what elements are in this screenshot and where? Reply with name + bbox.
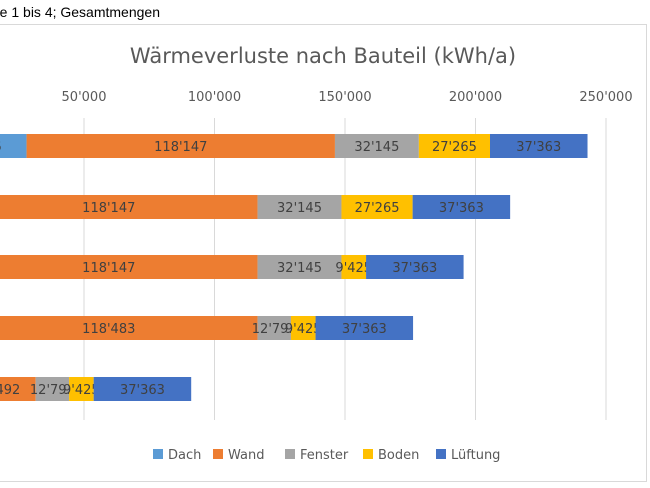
legend-swatch	[285, 449, 295, 459]
x-axis-ticks: 50'000 100'000 150'000 200'000 250'000	[62, 90, 633, 105]
bar-segment-lueftung	[315, 316, 414, 340]
data-label: 37'363	[439, 201, 484, 216]
chart-title: Wärmeverluste nach Bauteil (kWh/a)	[130, 44, 516, 68]
data-label: 12'791	[30, 383, 75, 398]
legend-swatch	[363, 449, 373, 459]
bar-segment-wand	[0, 255, 258, 279]
data-label: 118'147	[154, 140, 207, 155]
chart-frame	[0, 24, 647, 482]
bar-segment-lueftung	[93, 377, 192, 401]
legend-item: Lüftung	[436, 448, 500, 463]
data-label: 37'363	[516, 140, 561, 155]
bar-segment-fenster	[257, 195, 342, 219]
x-tick-label: 150'000	[318, 90, 371, 105]
bar-segment-boden	[69, 377, 94, 401]
data-label: 118'483	[82, 322, 135, 337]
legend-label: Boden	[378, 448, 419, 463]
bar-segment-dach	[0, 134, 27, 158]
legend-item: Boden	[363, 448, 419, 463]
x-tick-label: 50'000	[62, 90, 107, 105]
legend-item: Dach	[153, 448, 201, 463]
bar-segment-boden	[418, 134, 491, 158]
legend-swatch	[213, 449, 223, 459]
data-label: 27'265	[432, 140, 477, 155]
data-label: 16	[0, 140, 2, 155]
bars: 16 118'147 32'145 27'265 37'363 118'147 32'145…	[0, 134, 588, 401]
bar-segment-lueftung	[366, 255, 464, 279]
bar-segment-fenster	[334, 134, 419, 158]
data-label: 32'145	[277, 201, 322, 216]
data-label: 12'791	[252, 322, 297, 337]
data-label: 37'363	[342, 322, 387, 337]
bar-segment-wand	[0, 377, 36, 401]
x-tick-label: 100'000	[188, 90, 241, 105]
bar-segment-boden	[290, 316, 316, 340]
bar-segment-fenster	[257, 255, 342, 279]
bar-row: 16 118'147 32'145 27'265 37'363	[0, 134, 588, 158]
data-label: 37'363	[392, 261, 437, 276]
data-label: 27'265	[355, 201, 400, 216]
legend-swatch	[153, 449, 163, 459]
data-label: 9'425	[335, 261, 372, 276]
bar-segment-fenster	[35, 377, 70, 401]
x-tick-label: 200'000	[449, 90, 502, 105]
x-tick-label: 250'000	[579, 90, 632, 105]
data-label: 118'147	[82, 201, 135, 216]
bar-segment-lueftung	[490, 134, 588, 158]
bar-segment-wand	[0, 195, 258, 219]
data-label: 37'363	[120, 383, 165, 398]
bar-segment-wand	[26, 134, 335, 158]
legend-label: Fenster	[300, 448, 349, 463]
data-label: 32'145	[354, 140, 399, 155]
bar-row: 118'147 32'145 9'425 37'363	[0, 255, 464, 279]
data-label: 32'145	[277, 261, 322, 276]
bar-segment-lueftung	[412, 195, 511, 219]
legend: Dach Wand Fenster Boden Lüftung	[153, 448, 500, 463]
legend-label: Dach	[168, 448, 201, 463]
bar-segment-boden	[341, 195, 413, 219]
data-label: 118'147	[82, 261, 135, 276]
bar-segment-boden	[341, 255, 367, 279]
legend-swatch	[436, 449, 446, 459]
legend-item: Wand	[213, 448, 264, 463]
legend-label: Wand	[228, 448, 264, 463]
data-label: 9'425	[285, 322, 322, 337]
bar-segment-wand	[0, 316, 258, 340]
legend-label: Lüftung	[451, 448, 500, 463]
data-label: 9'425	[63, 383, 100, 398]
data-label: 43'492	[0, 383, 20, 398]
chart-caption: ete 1 bis 4; Gesamtmengen	[0, 4, 160, 20]
legend-item: Fenster	[285, 448, 349, 463]
bar-row: 118'147 32'145 27'265 37'363	[0, 195, 511, 219]
bar-segment-fenster	[257, 316, 291, 340]
